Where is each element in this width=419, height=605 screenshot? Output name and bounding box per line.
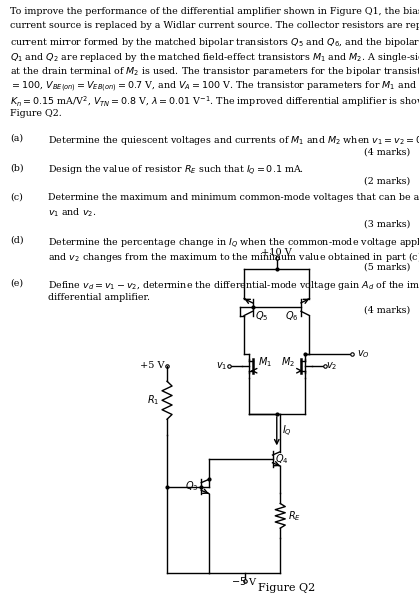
Text: (5 marks): (5 marks) xyxy=(364,263,410,272)
Text: $K_n = 0.15$ mA/V$^2$, $V_{TN} = 0.8$ V, $\lambda = 0.01$ V$^{-1}$. The improved: $K_n = 0.15$ mA/V$^2$, $V_{TN} = 0.8$ V,… xyxy=(10,94,419,109)
Text: (b): (b) xyxy=(10,163,23,172)
Text: $v_O$: $v_O$ xyxy=(357,348,370,359)
Text: (4 marks): (4 marks) xyxy=(364,306,410,315)
Text: (c): (c) xyxy=(10,193,23,202)
Text: (3 marks): (3 marks) xyxy=(364,220,410,229)
Text: current mirror formed by the matched bipolar transistors $Q_5$ and $Q_6$, and th: current mirror formed by the matched bip… xyxy=(10,36,419,49)
Text: differential amplifier.: differential amplifier. xyxy=(48,292,150,301)
Text: $I_Q$: $I_Q$ xyxy=(282,424,292,439)
Text: Determine the quiescent voltages and currents of $M_1$ and $M_2$ when $v_1 = v_2: Determine the quiescent voltages and cur… xyxy=(48,134,419,147)
Text: $= 100$, $V_{BE(on)} = V_{EB(on)} = 0.7$ V, and $V_A = 100$ V. The transistor pa: $= 100$, $V_{BE(on)} = V_{EB(on)} = 0.7$… xyxy=(10,79,419,94)
Text: To improve the performance of the differential amplifier shown in Figure Q1, the: To improve the performance of the differ… xyxy=(10,7,419,16)
Text: Design the value of resistor $R_E$ such that $I_Q = 0.1$ mA.: Design the value of resistor $R_E$ such … xyxy=(48,163,304,177)
Text: (4 marks): (4 marks) xyxy=(364,148,410,157)
Text: $v_1$: $v_1$ xyxy=(216,360,228,371)
Text: $v_1$ and $v_2$.: $v_1$ and $v_2$. xyxy=(48,206,96,219)
Text: (d): (d) xyxy=(10,236,23,245)
Text: $v_2$: $v_2$ xyxy=(326,360,338,371)
Text: Figure Q2.: Figure Q2. xyxy=(10,108,62,117)
Text: Determine the percentage change in $I_Q$ when the common-mode voltage applied to: Determine the percentage change in $I_Q$… xyxy=(48,236,419,250)
Text: $M_2$: $M_2$ xyxy=(281,355,295,369)
Text: $Q_1$ and $Q_2$ are replaced by the matched field-effect transistors $M_1$ and $: $Q_1$ and $Q_2$ are replaced by the matc… xyxy=(10,50,419,64)
Text: (e): (e) xyxy=(10,279,23,288)
Text: current source is replaced by a Widlar current source. The collector resistors a: current source is replaced by a Widlar c… xyxy=(10,22,419,30)
Text: $M_1$: $M_1$ xyxy=(258,355,272,369)
Text: $R_1$: $R_1$ xyxy=(147,393,159,407)
Text: $-5$ V: $-5$ V xyxy=(231,575,258,587)
Text: and $v_2$ changes from the maximum to the minimum value obtained in part (c).: and $v_2$ changes from the maximum to th… xyxy=(48,249,419,264)
Text: (2 marks): (2 marks) xyxy=(364,177,410,186)
Text: $Q_6$: $Q_6$ xyxy=(285,309,299,322)
Text: Determine the maximum and minimum common-mode voltages that can be applied to: Determine the maximum and minimum common… xyxy=(48,193,419,202)
Text: +5 V: +5 V xyxy=(140,361,164,370)
Text: $Q_3$: $Q_3$ xyxy=(185,480,199,494)
Text: at the drain terminal of $M_2$ is used. The transistor parameters for the bipola: at the drain terminal of $M_2$ is used. … xyxy=(10,65,419,78)
Text: +10 V: +10 V xyxy=(261,248,292,257)
Text: $Q_5$: $Q_5$ xyxy=(255,309,268,322)
Text: (a): (a) xyxy=(10,134,23,143)
Text: Figure Q2: Figure Q2 xyxy=(258,583,316,594)
Text: Define $v_d = v_1 - v_2$, determine the differential-mode voltage gain $A_d$ of : Define $v_d = v_1 - v_2$, determine the … xyxy=(48,279,419,292)
Text: $Q_4$: $Q_4$ xyxy=(275,452,289,466)
Text: $R_E$: $R_E$ xyxy=(288,509,301,523)
